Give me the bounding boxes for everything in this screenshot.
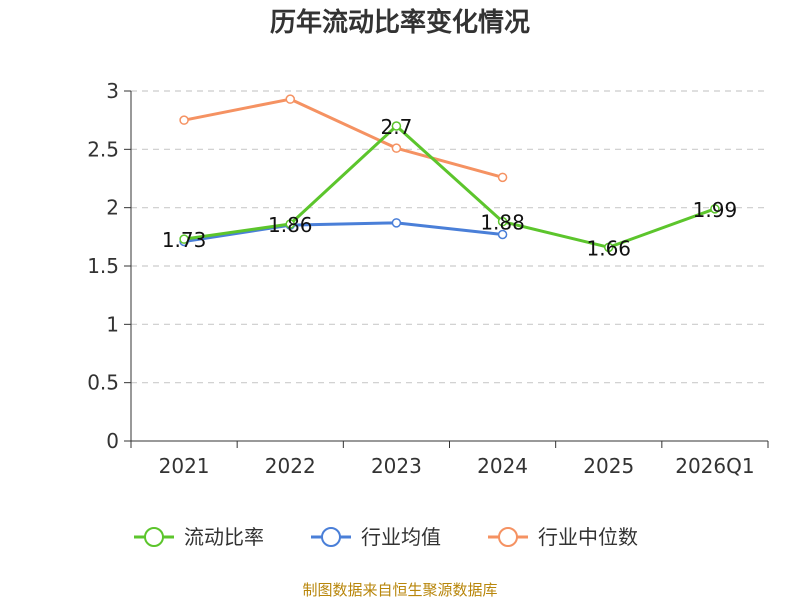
axes: 0 0.5 1 1.5 2 2.5 3 2021 2022 2023 2024 2025 2026Q1	[87, 79, 769, 478]
legend: 流动比率 行业均值 行业中位数	[134, 525, 638, 549]
y-tick-label: 2.5	[87, 137, 119, 161]
legend-label: 行业均值	[361, 525, 441, 549]
x-tick-label: 2023	[371, 454, 422, 478]
chart-title: 历年流动比率变化情况	[270, 7, 530, 38]
data-point	[710, 204, 720, 214]
data-label: 1.86	[268, 213, 313, 237]
data-point	[179, 234, 189, 244]
series-group	[179, 94, 720, 253]
data-point	[391, 121, 402, 131]
data-point	[179, 115, 189, 125]
legend-label: 行业中位数	[538, 525, 638, 549]
data-point	[391, 143, 402, 153]
data-label: 1.66	[586, 236, 631, 260]
data-label: 1.99	[693, 198, 738, 222]
data-point	[391, 218, 402, 228]
series-line	[183, 97, 503, 179]
series-line	[183, 124, 716, 249]
data-label: 1.73	[162, 228, 207, 252]
x-tick-label: 2024	[477, 454, 528, 478]
x-tick-label: 2022	[265, 454, 316, 478]
data-point	[604, 242, 614, 253]
x-tick-label: 2025	[583, 454, 634, 478]
data-label: 1.88	[480, 211, 525, 235]
data-point	[285, 94, 295, 104]
grid-lines	[131, 90, 768, 384]
y-tick-label: 0	[106, 429, 119, 453]
legend-marker	[144, 527, 164, 547]
y-tick-label: 0.5	[87, 371, 119, 395]
data-label: 2.7	[381, 115, 413, 139]
series-line	[183, 221, 503, 243]
y-tick-label: 1	[106, 312, 119, 336]
y-tick-label: 3	[106, 79, 119, 103]
data-point	[497, 216, 508, 227]
x-tick-label: 2021	[159, 454, 210, 478]
data-labels: 1.73 1.86 2.7 1.88 1.66 1.99	[162, 115, 737, 260]
legend-marker	[321, 527, 341, 547]
data-point	[285, 219, 295, 229]
source-note: 制图数据来自恒生聚源数据库	[302, 581, 497, 599]
legend-marker	[498, 527, 518, 547]
legend-label: 流动比率	[184, 525, 264, 549]
x-tick-label: 2026Q1	[675, 454, 754, 478]
y-tick-label: 2	[106, 196, 119, 220]
data-point	[497, 172, 508, 183]
data-point	[497, 229, 508, 240]
y-tick-label: 1.5	[87, 254, 119, 278]
